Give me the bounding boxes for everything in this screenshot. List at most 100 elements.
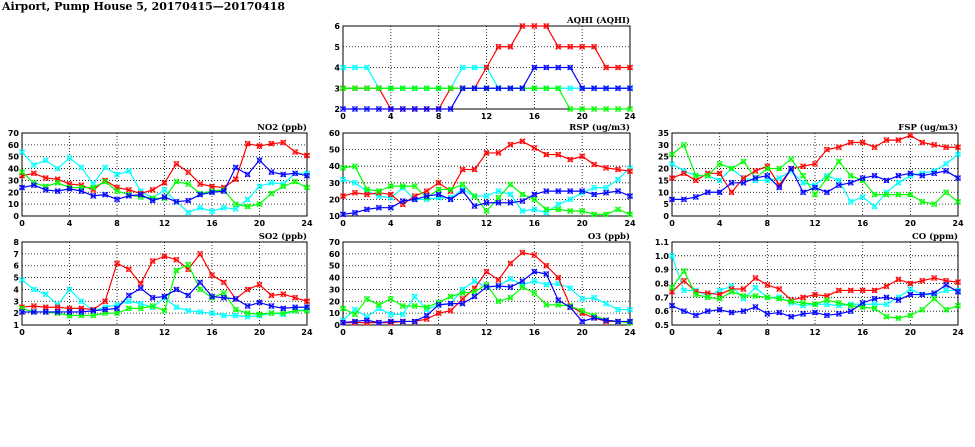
marker-box (364, 206, 370, 212)
data-point (543, 281, 550, 288)
data-point (764, 165, 771, 172)
marker-stroke (304, 184, 310, 191)
marker-stroke (399, 198, 406, 205)
marker-box (280, 291, 286, 297)
marker-box (364, 187, 370, 192)
marker-stroke (483, 64, 490, 71)
marker-box (531, 85, 537, 91)
data-point (447, 106, 454, 112)
data-point (716, 306, 723, 313)
marker-stroke (943, 189, 950, 196)
marker-stroke (680, 170, 687, 177)
marker-box (257, 183, 262, 189)
marker-box (579, 44, 585, 50)
marker-stroke (256, 183, 263, 190)
marker-stroke (895, 315, 902, 322)
marker-stroke (197, 191, 204, 198)
marker-stroke (471, 203, 478, 210)
data-point (907, 312, 914, 319)
marker-stroke (209, 294, 215, 301)
marker-stroke (399, 311, 406, 318)
data-point (907, 286, 914, 293)
data-point (716, 295, 723, 302)
x-tick-label: 12 (809, 219, 820, 228)
marker-box (280, 172, 286, 177)
marker-stroke (627, 319, 633, 326)
data-point (387, 191, 394, 198)
marker-stroke (459, 181, 466, 188)
data-point (351, 318, 358, 325)
marker-box (364, 106, 370, 112)
marker-stroke (114, 188, 120, 195)
marker-box (531, 192, 537, 197)
marker-box (424, 304, 430, 310)
data-point (495, 43, 502, 50)
data-point (423, 85, 430, 92)
marker-stroke (173, 178, 180, 185)
data-point (519, 191, 526, 198)
marker-stroke (351, 64, 358, 71)
data-point (42, 175, 49, 182)
marker-box (693, 312, 699, 318)
marker-box (19, 277, 25, 283)
data-point (149, 294, 156, 301)
marker-stroke (90, 307, 97, 314)
data-point (102, 178, 109, 185)
marker-stroke (716, 306, 723, 313)
data-point (232, 205, 239, 212)
data-point (495, 194, 502, 201)
marker-box (448, 294, 454, 299)
marker-box (591, 85, 597, 91)
marker-box (245, 287, 251, 292)
marker-stroke (788, 297, 795, 304)
marker-box (412, 197, 418, 202)
marker-stroke (895, 179, 902, 186)
marker-box (173, 161, 179, 167)
y-tick-label: 0.7 (655, 293, 669, 302)
marker-stroke (244, 203, 251, 210)
data-point (567, 188, 574, 195)
marker-stroke (149, 304, 156, 311)
marker-stroke (125, 192, 132, 199)
data-point (495, 188, 502, 195)
data-point (776, 295, 783, 302)
marker-box (376, 193, 382, 199)
y-tick-label: 0.9 (655, 266, 670, 275)
marker-stroke (895, 297, 902, 304)
marker-box (872, 204, 877, 209)
data-point (579, 318, 586, 325)
marker-stroke (859, 287, 866, 294)
data-point (531, 206, 538, 213)
series-green (340, 163, 633, 218)
marker-box (412, 85, 418, 91)
data-point (351, 106, 358, 112)
data-point (680, 170, 687, 177)
data-point (555, 43, 562, 50)
marker-box (162, 294, 167, 299)
marker-stroke (447, 85, 454, 92)
data-point (716, 160, 723, 167)
y-tick-label: 70 (8, 129, 20, 138)
data-point (54, 165, 61, 172)
marker-stroke (363, 64, 370, 71)
marker-stroke (776, 184, 783, 191)
series-green (669, 141, 961, 208)
data-point (752, 292, 759, 299)
marker-box (304, 304, 310, 310)
marker-box (412, 193, 418, 199)
x-tick-label: 8 (436, 219, 442, 228)
data-point (955, 151, 961, 158)
marker-stroke (669, 302, 675, 309)
marker-stroke (764, 177, 771, 184)
data-point (507, 275, 514, 282)
marker-box (603, 301, 609, 307)
data-point (351, 163, 358, 170)
data-point (943, 287, 950, 294)
data-point (579, 307, 586, 314)
marker-box (555, 152, 561, 157)
marker-box (943, 161, 949, 167)
data-point (197, 204, 204, 211)
data-point (220, 279, 227, 286)
marker-box (884, 294, 889, 300)
marker-box (31, 303, 37, 309)
